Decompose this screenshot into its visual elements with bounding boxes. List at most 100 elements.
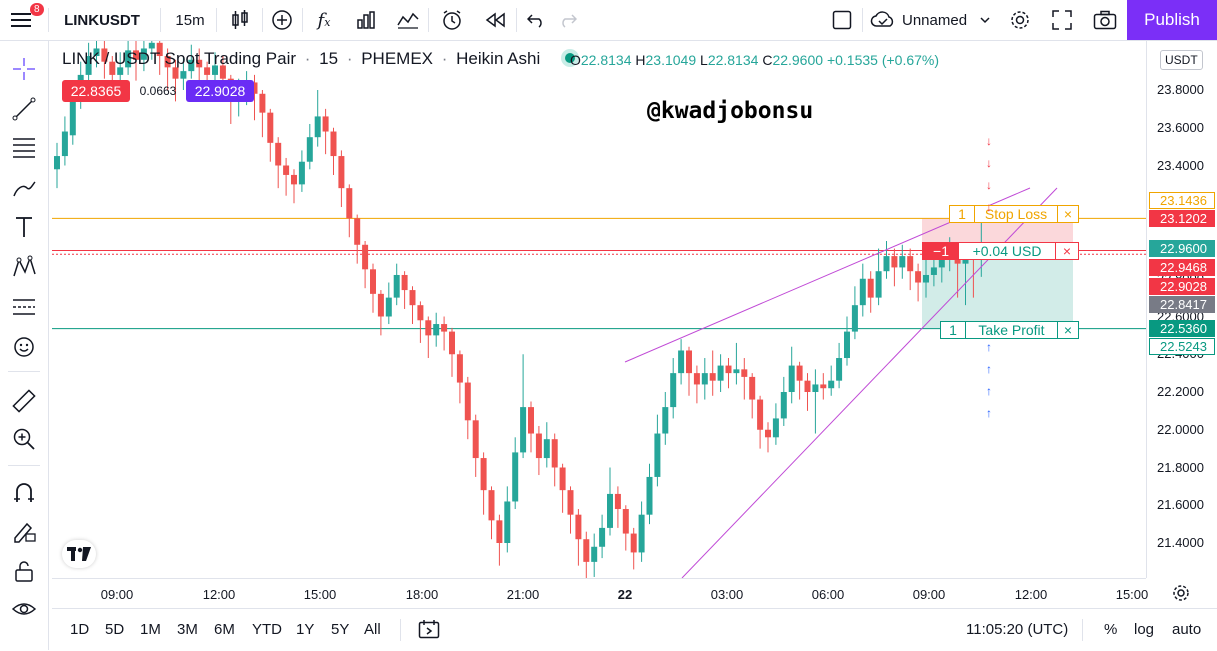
snapshot-button[interactable] <box>1088 0 1122 40</box>
candle-body <box>709 373 716 381</box>
fib-tool[interactable] <box>0 127 48 167</box>
candle-body <box>504 501 511 543</box>
take-profit-close-icon[interactable]: × <box>1057 322 1078 338</box>
candle-body <box>322 116 329 132</box>
currency-button[interactable]: USDT <box>1160 50 1203 70</box>
gear-icon <box>1011 11 1029 29</box>
candle-body <box>686 350 692 374</box>
price-chart[interactable] <box>52 41 1146 578</box>
price-axis[interactable]: USDT 23.800023.600023.400023.200022.8000… <box>1146 41 1217 578</box>
ohlc-open-label: O <box>570 52 581 68</box>
legend-exchange: PHEMEX <box>361 49 434 68</box>
candle-body <box>259 93 266 113</box>
range-button[interactable]: YTD <box>252 621 282 638</box>
replay-button[interactable] <box>480 0 512 40</box>
price-tick-label: 22.2000 <box>1157 384 1204 399</box>
interval-button[interactable]: 15m <box>175 11 205 29</box>
range-button[interactable]: 1M <box>140 621 161 638</box>
alert-button[interactable] <box>436 0 468 40</box>
trend-line-icon <box>12 97 36 121</box>
candle-body <box>314 116 321 138</box>
layout-menu-button[interactable]: Unnamed <box>870 0 998 40</box>
templates-button[interactable] <box>350 0 382 40</box>
range-button[interactable]: 1D <box>70 621 90 638</box>
divider <box>1082 619 1083 641</box>
range-button[interactable]: 6M <box>214 621 235 638</box>
text-tool[interactable] <box>0 207 48 247</box>
range-button[interactable]: 3M <box>177 621 198 638</box>
legend-interval: 15 <box>319 49 339 68</box>
draw-mode-tool[interactable] <box>0 511 48 551</box>
fullscreen-toggle-button[interactable] <box>826 0 858 40</box>
symbol-search-button[interactable]: LINKUSDT <box>64 11 140 29</box>
financials-button[interactable] <box>392 0 424 40</box>
range-button[interactable]: 5D <box>105 621 125 638</box>
legend-title[interactable]: LINK / USDT Spot Trading Pair <box>62 49 297 68</box>
time-axis[interactable]: 09:00 12:00 15:00 18:00 21:00 22 03:00 06:00 09:… <box>52 578 1149 609</box>
measure-tool[interactable] <box>0 381 48 421</box>
price-tag: 22.8417 <box>1149 296 1215 313</box>
candle-body <box>528 407 534 434</box>
auto-scale-toggle[interactable]: auto <box>1172 621 1202 638</box>
horizontal-lines-icon <box>13 138 35 158</box>
undo-button[interactable] <box>522 0 550 40</box>
tradingview-logo[interactable] <box>62 540 96 568</box>
visibility-tool[interactable] <box>0 589 48 629</box>
log-scale-toggle[interactable]: log <box>1134 621 1155 638</box>
range-button[interactable]: 5Y <box>331 621 350 638</box>
settings-button[interactable] <box>1004 0 1036 40</box>
function-icon: fx <box>317 9 331 31</box>
candle-body <box>148 42 155 49</box>
undo-icon <box>527 14 542 28</box>
fullscreen-button[interactable] <box>1046 0 1078 40</box>
utc-clock[interactable]: 11:05:20 (UTC) <box>966 621 1069 638</box>
buy-button[interactable]: 22.9028 <box>186 80 254 102</box>
trend-line-tool[interactable] <box>0 89 48 129</box>
text-icon <box>16 217 32 237</box>
divider <box>862 8 863 32</box>
magnet-tool[interactable] <box>0 473 48 513</box>
indicators-button[interactable]: fx <box>308 0 340 40</box>
ohlc-close-label: C <box>762 52 773 68</box>
pencil-lock-icon <box>14 522 36 543</box>
position-order[interactable]: −1 +0.04 USD × <box>922 242 1079 260</box>
time-tick-label: 15:00 <box>1115 587 1149 602</box>
time-tick-label: 03:00 <box>710 587 744 602</box>
range-button[interactable]: All <box>364 621 381 638</box>
candle-body <box>338 156 345 189</box>
candle-body <box>61 131 68 157</box>
lock-tool[interactable] <box>0 551 48 591</box>
take-profit-order[interactable]: 1 Take Profit × <box>940 321 1079 339</box>
candle-body <box>267 112 274 143</box>
stop-loss-label: Stop Loss <box>984 206 1048 222</box>
candle-body <box>788 365 795 392</box>
menu-button[interactable]: 8 <box>4 0 44 40</box>
position-close-icon[interactable]: × <box>1055 243 1078 259</box>
candle-body <box>520 407 527 453</box>
chart-pane[interactable] <box>52 41 1146 578</box>
candle-body <box>875 271 882 298</box>
stop-loss-close-icon[interactable]: × <box>1057 206 1078 222</box>
percent-scale-toggle[interactable]: % <box>1104 621 1118 638</box>
zoom-tool[interactable] <box>0 419 48 459</box>
range-button[interactable]: 1Y <box>296 621 315 638</box>
compare-button[interactable] <box>266 0 298 40</box>
prediction-tool[interactable] <box>0 287 48 327</box>
crosshair-tool[interactable] <box>0 49 48 89</box>
ohlc-values: O22.8134 H23.1049 L22.8134 C22.9600 +0.1… <box>570 52 939 68</box>
smiley-icon <box>14 337 34 357</box>
icon-tool[interactable] <box>0 327 48 367</box>
sell-button[interactable]: 22.8365 <box>62 80 130 102</box>
axis-settings-button[interactable] <box>1170 582 1192 604</box>
candle-body <box>346 188 353 219</box>
divider <box>262 8 263 32</box>
pattern-tool[interactable] <box>0 247 48 287</box>
publish-button[interactable]: Publish <box>1127 0 1217 40</box>
chart-type-button[interactable] <box>222 0 258 40</box>
line-chart-icon <box>397 12 419 29</box>
stop-loss-order[interactable]: 1 Stop Loss × <box>949 205 1079 223</box>
price-tag: 23.1202 <box>1149 210 1215 227</box>
brush-tool[interactable] <box>0 167 48 207</box>
redo-button[interactable] <box>554 0 582 40</box>
goto-date-button[interactable] <box>418 619 440 644</box>
